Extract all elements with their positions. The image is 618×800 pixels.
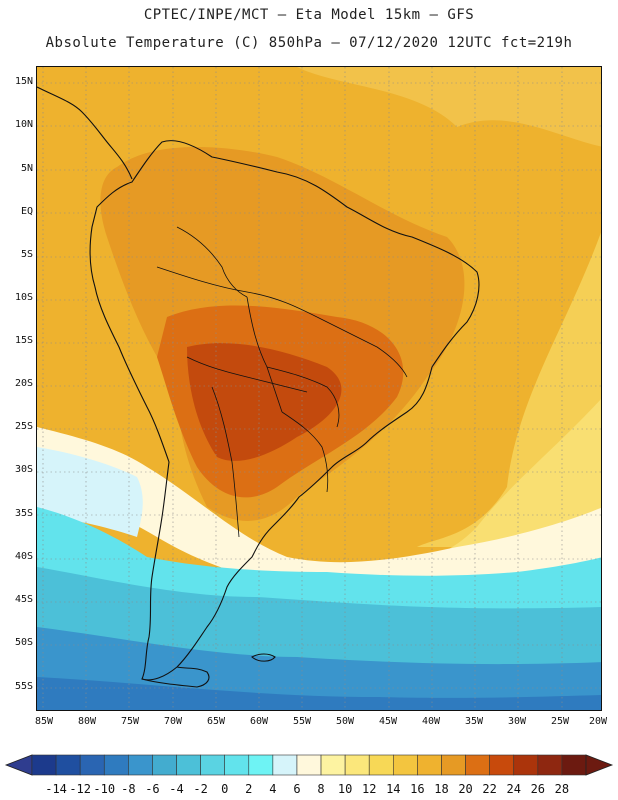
colorbar-label: 6 [293,782,301,796]
colorbar-label: 2 [245,782,253,796]
lon-label-85w: 85W [34,716,54,727]
lon-label-55w: 55W [292,716,312,727]
map-title-variable: Absolute Temperature (C) 850hPa – 07/12/… [45,35,573,51]
temperature-map [36,66,602,711]
colorbar [4,754,614,776]
coastline-central-america [37,86,133,180]
colorbar-cell [31,754,57,776]
lat-label-10n: 10N [14,119,33,130]
lat-label-40s: 40S [14,551,33,562]
field-pale-band [37,427,601,592]
lat-label-50s: 50S [14,637,33,648]
coastline-falklands [251,653,276,662]
colorbar-label: 14 [386,782,401,796]
colorbar-label: 8 [317,782,325,796]
colorbar-arrow-right [585,754,614,776]
colorbar-label: 22 [482,782,497,796]
colorbar-cell [417,754,442,776]
colorbar-label: -14 [45,782,67,796]
colorbar-cell [537,754,563,776]
colorbar-cell [128,754,153,776]
colorbar-label: -10 [93,782,116,796]
field-north-ocean [37,67,601,147]
lat-label-20s: 20S [14,378,33,389]
colorbar-label: 16 [410,782,425,796]
colorbar-label: 10 [337,782,353,796]
lon-label-35w: 35W [464,716,484,727]
lat-label-15s: 15S [14,335,33,346]
colorbar-cell [152,754,177,776]
lon-label-25w: 25W [550,716,570,727]
lon-label-75w: 75W [120,716,140,727]
colorbar-label: -8 [121,782,136,796]
lon-label-20w: 20W [588,716,608,727]
colorbar-label: 4 [269,782,277,796]
colorbar-cell [344,754,370,776]
lat-label-55s: 55S [14,681,33,692]
colorbar-label: 24 [506,782,521,796]
lon-label-80w: 80W [77,716,97,727]
colorbar-cell [55,754,81,776]
colorbar-cell [248,754,274,776]
lat-label-5n: 5N [20,163,33,174]
lat-label-30s: 30S [14,464,33,475]
lat-label-15n: 15N [14,76,33,87]
colorbar-cell [200,754,226,776]
colorbar-label: 12 [361,782,377,796]
colorbar-label: -2 [193,782,208,796]
colorbar-label: 26 [530,782,546,796]
colorbar-cell [489,754,515,776]
colorbar-cell [176,754,201,776]
lon-label-50w: 50W [335,716,355,727]
colorbar-cell [441,754,466,776]
colorbar-cell [79,754,105,776]
colorbar-label: 28 [554,782,570,796]
lon-label-45w: 45W [378,716,398,727]
field-blue-deep [37,677,601,710]
lon-label-40w: 40W [421,716,441,727]
lon-label-70w: 70W [163,716,183,727]
field-light-cyan-west [37,447,143,537]
colorbar-label: -4 [169,782,184,796]
colorbar-label: 0 [221,782,229,796]
lat-label-eq: EQ [20,206,33,217]
lat-label-45s: 45S [14,594,33,605]
lon-label-65w: 65W [206,716,226,727]
colorbar-cell [103,754,129,776]
country-borders [156,226,408,538]
colorbar-cell [224,754,250,776]
lon-label-30w: 30W [507,716,527,727]
lat-label-35s: 35S [14,508,33,519]
map-title-model: CPTEC/INPE/MCT – Eta Model 15km – GFS [143,7,475,23]
colorbar-cell [465,754,490,776]
colorbar-arrow-left [4,754,33,776]
lat-label-5s: 5S [20,249,33,260]
coastline-tierra-del-fuego [141,666,210,688]
lat-label-10s: 10S [14,292,33,303]
colorbar-label: -6 [145,782,160,796]
lat-label-25s: 25S [14,421,33,432]
coastline-south-america [89,140,480,681]
colorbar-cell [368,754,394,776]
colorbar-label: 20 [458,782,473,796]
lon-label-60w: 60W [249,716,269,727]
colorbar-cell [561,754,587,776]
colorbar-label: 18 [434,782,449,796]
colorbar-cell [296,754,322,776]
colorbar-cell [392,754,418,776]
colorbar-cell [513,754,539,776]
colorbar-label: -12 [69,782,92,796]
colorbar-cell [272,754,298,776]
colorbar-cell [320,754,346,776]
